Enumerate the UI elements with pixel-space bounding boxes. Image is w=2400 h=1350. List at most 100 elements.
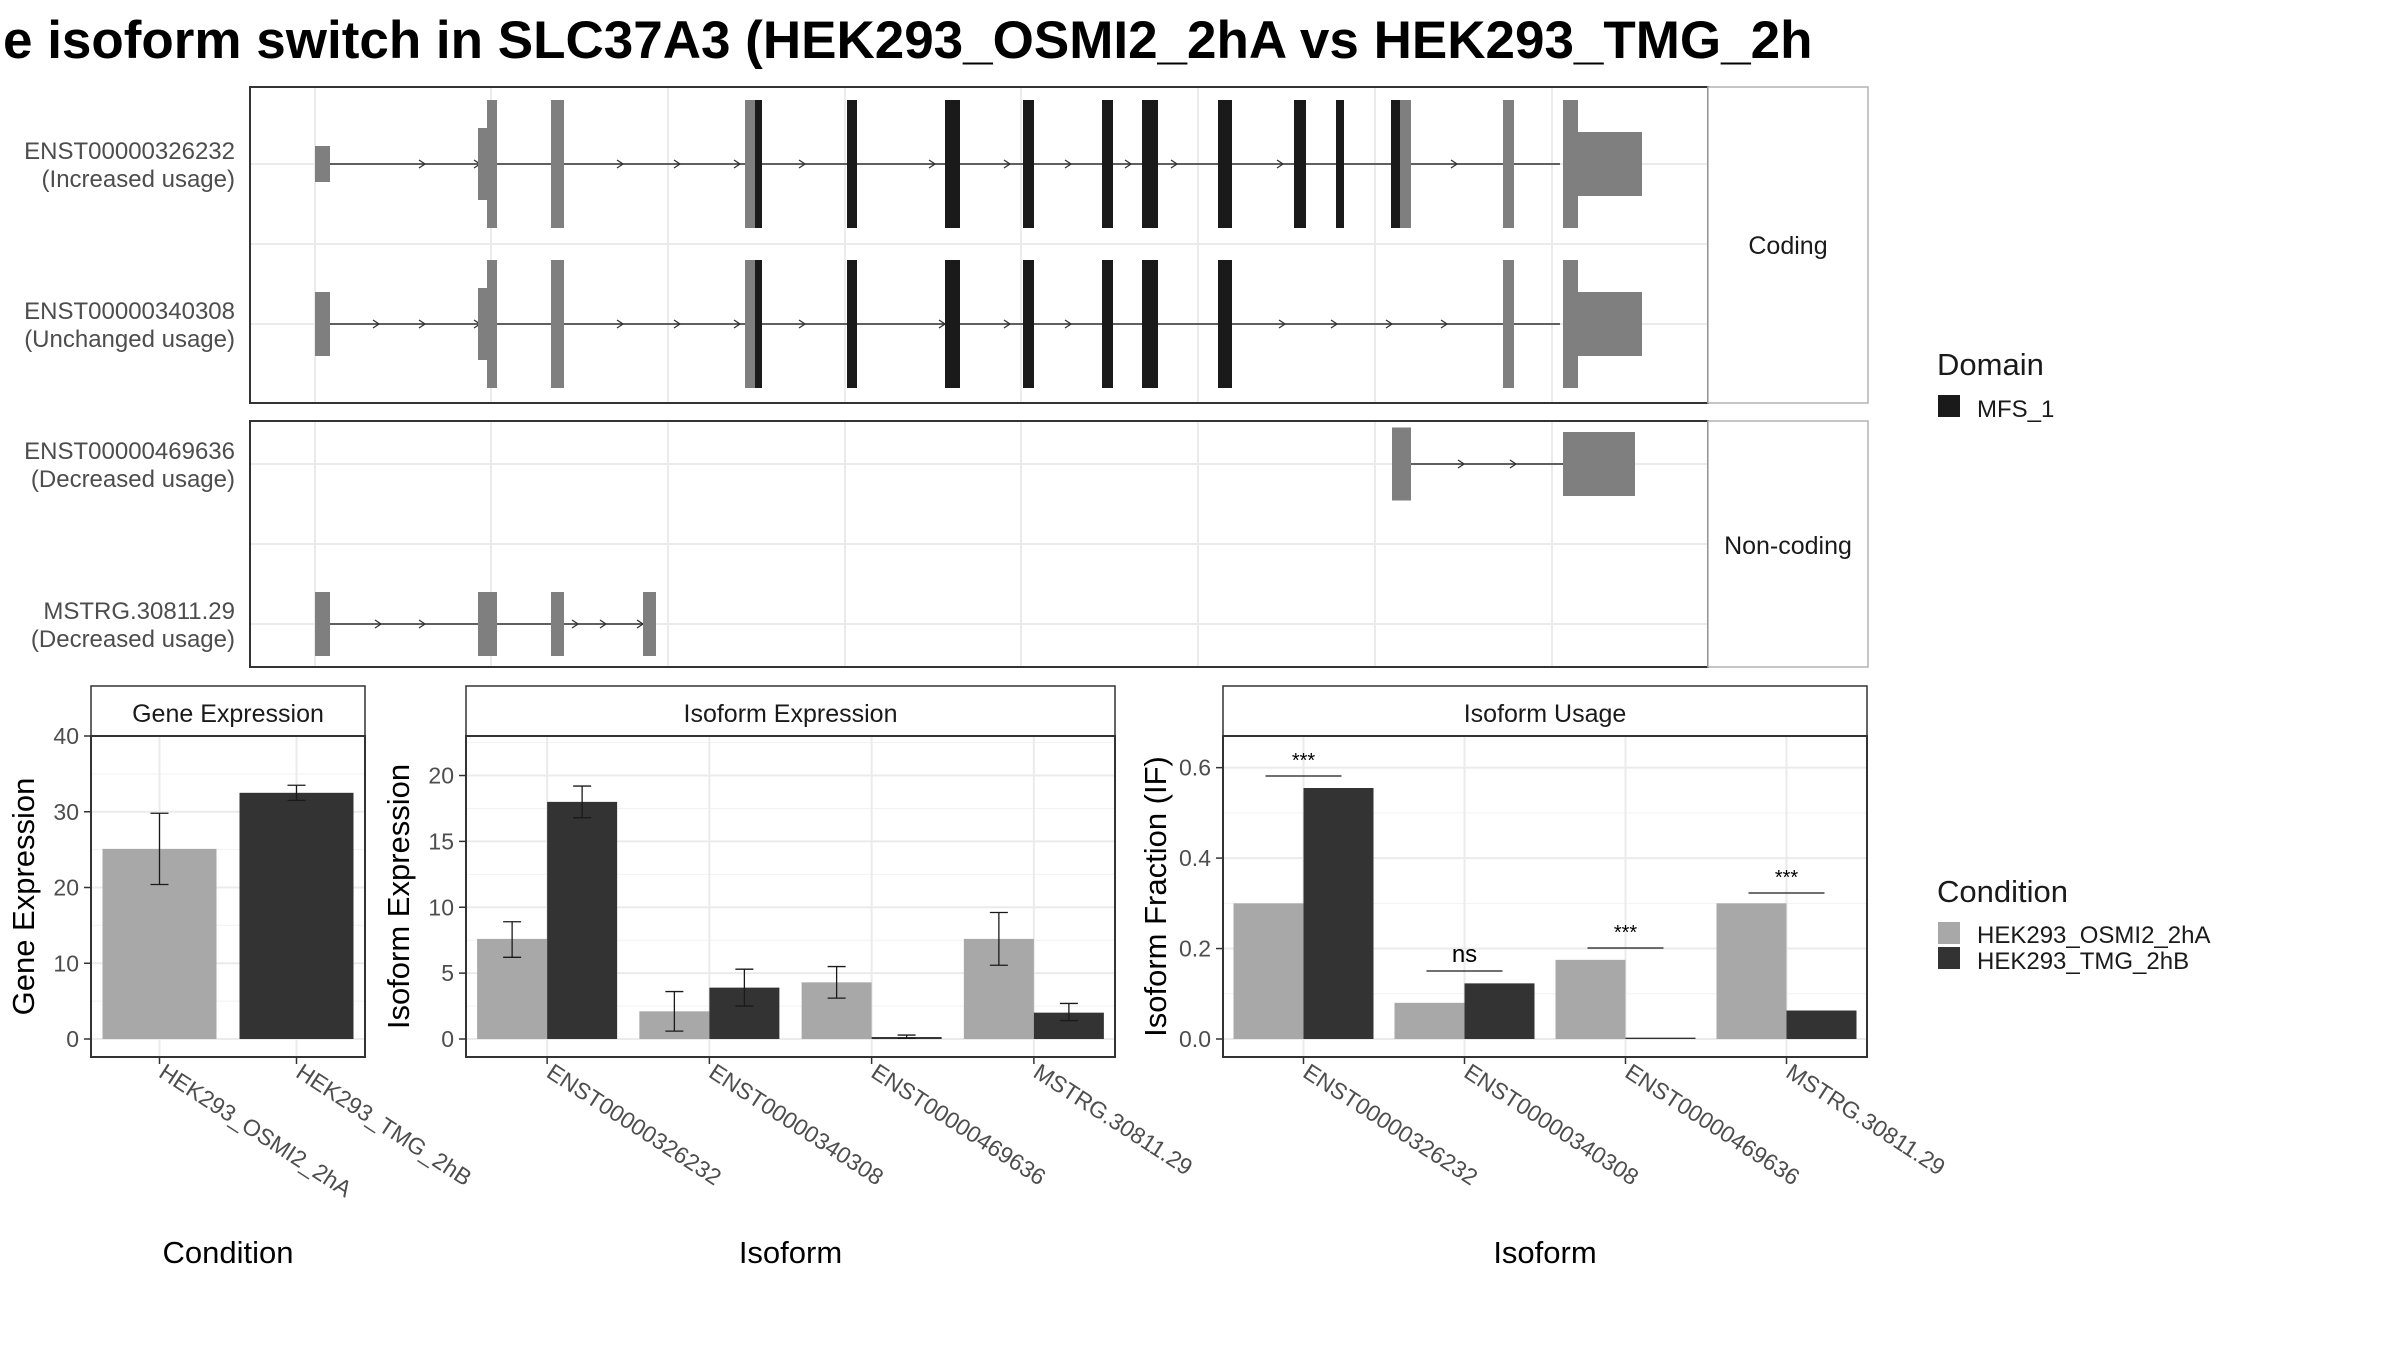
y-tick-label: 0 — [441, 1026, 454, 1052]
direction-arrow — [1509, 459, 1518, 469]
direction-arrow — [673, 319, 682, 329]
exon — [551, 260, 564, 388]
exon — [478, 288, 489, 360]
bar-charts: Gene Expression010203040HEK293_OSMI2_2hA… — [6, 685, 1950, 1270]
y-tick-label: 20 — [53, 875, 79, 901]
structure-gridlines — [251, 88, 1707, 666]
x-axis-title: Isoform — [1493, 1235, 1596, 1270]
domain-exon — [1142, 260, 1158, 388]
exon — [643, 592, 656, 656]
bar — [1625, 1037, 1696, 1039]
significance-label: *** — [1775, 867, 1799, 889]
domain-exon — [1102, 100, 1113, 228]
exon — [1392, 427, 1411, 501]
y-tick-label: 0.2 — [1179, 936, 1211, 962]
direction-arrow — [418, 619, 427, 629]
bar — [1555, 959, 1626, 1039]
chart-panel-border — [1222, 735, 1868, 1058]
chart-strip — [90, 685, 366, 737]
exon — [551, 100, 564, 228]
y-axis-title: Isoform Expression — [381, 764, 416, 1029]
exon — [1503, 100, 1514, 228]
direction-arrow — [1003, 319, 1012, 329]
direction-arrow — [1064, 319, 1073, 329]
bar — [1394, 1002, 1465, 1039]
domain-exon — [945, 100, 960, 228]
significance-label: *** — [1292, 750, 1316, 772]
condition-legend-swatch-b — [1938, 947, 1960, 969]
isoform-2-id: ENST00000340308 — [24, 298, 235, 325]
x-tick-label: ENST00000469636 — [1621, 1058, 1805, 1190]
domain-legend-title: Domain — [1937, 347, 2044, 382]
chart-panel-border — [465, 735, 1116, 1058]
direction-arrow — [1170, 159, 1179, 169]
exon — [487, 260, 497, 388]
exon — [315, 292, 330, 356]
y-tick-label: 15 — [428, 828, 454, 854]
condition-legend-swatch-a — [1938, 922, 1960, 944]
domain-legend-swatch — [1938, 395, 1960, 417]
isoform-4-id: MSTRG.30811.29 — [43, 598, 235, 625]
exon — [1563, 100, 1578, 228]
noncoding-strip — [1707, 420, 1869, 668]
direction-arrow — [571, 619, 580, 629]
domain-exon — [1023, 260, 1034, 388]
y-tick-label: 10 — [53, 950, 79, 976]
domain-exon — [1023, 100, 1034, 228]
exon — [315, 146, 330, 182]
direction-arrow — [418, 319, 427, 329]
direction-arrow — [673, 159, 682, 169]
isoform-4-usage: (Decreased usage) — [31, 626, 235, 653]
x-tick-label: ENST00000326232 — [542, 1058, 726, 1190]
direction-arrow — [1457, 459, 1466, 469]
x-tick-label: ENST00000326232 — [1299, 1058, 1483, 1190]
direction-arrow — [798, 159, 807, 169]
transcript-structure-panels: Coding Non-coding ENST00000326232 (Incre… — [24, 86, 1869, 668]
chart-3: Isoform Usage *** ns *** *** 0.0 0.2 0.4 0.6 ENST… — [1138, 685, 1950, 1270]
bar — [1716, 903, 1787, 1039]
domain-exon — [1102, 260, 1113, 388]
bar — [1464, 983, 1535, 1039]
direction-arrow — [1124, 159, 1133, 169]
direction-arrow — [733, 159, 742, 169]
y-tick-label: 0 — [66, 1026, 79, 1052]
direction-arrow — [418, 159, 427, 169]
domain-exon — [755, 100, 762, 228]
significance-label: ns — [1452, 941, 1477, 968]
exon — [1563, 432, 1635, 496]
noncoding-strip-label: Non-coding — [1724, 532, 1852, 560]
isoform-3-usage: (Decreased usage) — [31, 466, 235, 493]
domain-exon — [1142, 100, 1158, 228]
bar — [1786, 1010, 1857, 1039]
exon — [478, 592, 497, 656]
condition-legend-title: Condition — [1937, 874, 2068, 909]
direction-arrow — [599, 619, 608, 629]
domain-exon — [945, 260, 960, 388]
domain-exon — [1391, 100, 1400, 228]
plot-title: e isoform switch in SLC37A3 (HEK293_OSMI… — [3, 11, 1812, 70]
significance-label: *** — [1614, 922, 1638, 944]
x-tick-label: ENST00000340308 — [705, 1058, 889, 1190]
exon — [745, 100, 755, 228]
chart-strip — [465, 685, 1116, 737]
coding-strip — [1707, 86, 1869, 404]
legends: Domain MFS_1 Condition HEK293_OSMI2_2hA … — [1937, 347, 2210, 975]
y-tick-label: 5 — [441, 960, 454, 986]
bar — [1303, 788, 1374, 1039]
domain-exon — [1218, 260, 1232, 388]
direction-arrow — [374, 619, 383, 629]
exon — [478, 128, 489, 200]
y-tick-label: 0.4 — [1179, 845, 1211, 871]
domain-exon — [1218, 100, 1232, 228]
coding-strip-label: Coding — [1748, 232, 1827, 260]
y-tick-label: 30 — [53, 799, 79, 825]
y-axis-title: Isoform Fraction (IF) — [1138, 756, 1173, 1037]
direction-arrow — [1276, 159, 1285, 169]
direction-arrow — [372, 319, 381, 329]
direction-arrow — [928, 159, 937, 169]
x-tick-label: ENST00000340308 — [1460, 1058, 1644, 1190]
direction-arrow — [1450, 159, 1459, 169]
bar — [239, 792, 354, 1039]
x-axis-title: Condition — [163, 1235, 294, 1270]
